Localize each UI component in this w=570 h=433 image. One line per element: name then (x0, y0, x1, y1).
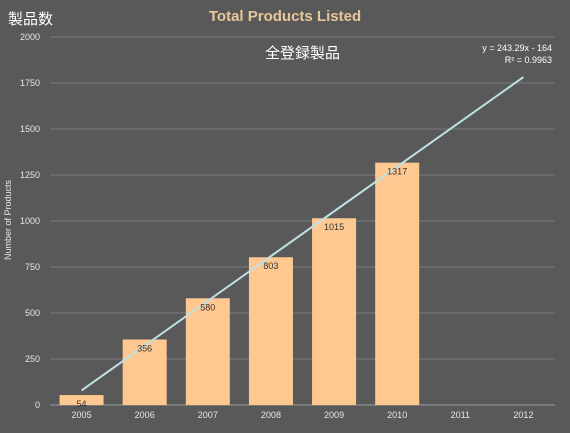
data-label-2008: 803 (263, 261, 278, 271)
chart-title: Total Products Listed (208, 8, 362, 25)
trendline-formula: y = 243.29x - 164 (482, 43, 552, 53)
trendline-group (80, 76, 525, 392)
y-tick-label: 1500 (20, 124, 40, 134)
bar-2006 (122, 339, 167, 405)
corner-label: 製品数 (8, 10, 54, 28)
bar-2007 (185, 298, 230, 405)
y-axis-ticks: 0 250 500 750 1000 1250 1500 1750 2000 (20, 32, 40, 410)
x-tick-label: 2009 (324, 410, 344, 420)
bars (59, 162, 420, 405)
gridlines (50, 36, 555, 406)
x-tick-label: 2005 (72, 410, 92, 420)
y-tick-label: 0 (35, 400, 40, 410)
x-axis-ticks: 2005 2006 2007 2008 2009 2010 2011 2012 (72, 410, 534, 420)
annotation-label: 全登録製品 (265, 44, 341, 62)
x-tick-label: 2010 (387, 410, 407, 420)
trendline-equation: y = 243.29x - 164 R² = 0.9963 (482, 42, 552, 66)
bar-2010 (375, 162, 420, 405)
y-tick-label: 2000 (20, 32, 40, 42)
data-labels: 54 356 580 803 1015 1317 (77, 167, 408, 409)
x-tick-label: 2006 (135, 410, 155, 420)
data-label-2005: 54 (77, 399, 87, 409)
trendline (80, 76, 525, 392)
bar-2008 (248, 257, 293, 405)
y-tick-label: 1250 (20, 170, 40, 180)
bar-2009 (312, 218, 357, 405)
y-tick-label: 1750 (20, 78, 40, 88)
y-tick-label: 1000 (20, 216, 40, 226)
bar-2005 (59, 395, 104, 405)
y-tick-label: 250 (25, 354, 40, 364)
data-label-2010: 1317 (387, 167, 407, 177)
data-label-2007: 580 (200, 302, 215, 312)
x-tick-label: 2011 (451, 410, 470, 420)
x-tick-label: 2012 (513, 410, 533, 420)
data-label-2006: 356 (137, 343, 152, 353)
y-tick-label: 500 (25, 308, 40, 318)
x-tick-label: 2007 (198, 410, 218, 420)
y-axis-label: Number of Products (3, 179, 13, 260)
x-tick-label: 2008 (261, 410, 281, 420)
y-tick-label: 750 (25, 262, 40, 272)
data-label-2009: 1015 (324, 222, 344, 232)
trendline-r2: R² = 0.9963 (504, 55, 552, 65)
